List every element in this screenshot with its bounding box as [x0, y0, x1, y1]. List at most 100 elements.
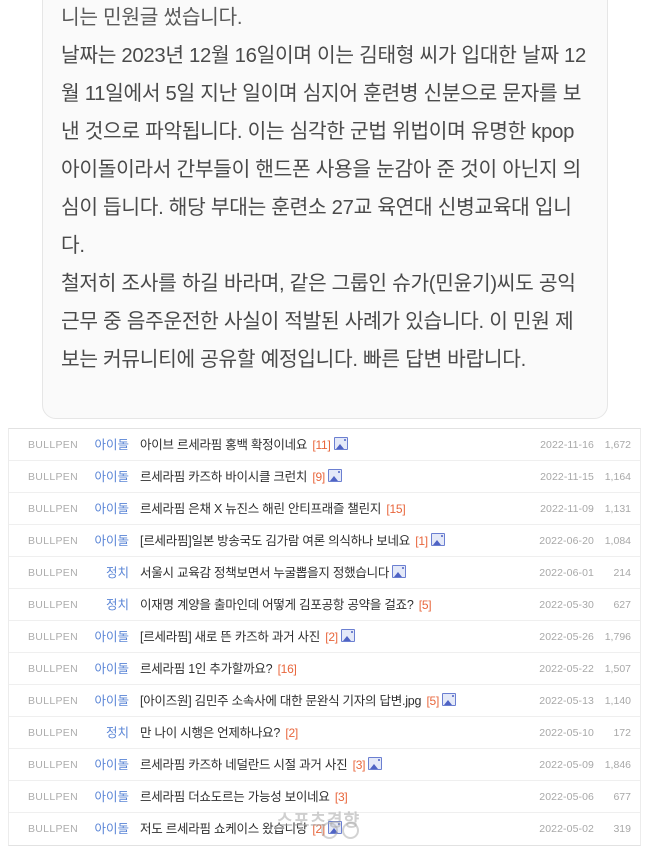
post-board-name: BULLPEN: [28, 566, 78, 579]
post-title-link[interactable]: 르세라핌 은채 X 뉴진스 해린 안티프래즐 챌린지 [15]: [129, 501, 528, 517]
post-comment-count: [2]: [285, 725, 298, 740]
post-comment-count: [1]: [415, 533, 428, 548]
post-view-count: 1,164: [604, 470, 631, 483]
post-date: 2022-05-09: [539, 758, 594, 771]
post-view-count: 1,140: [604, 694, 631, 707]
post-comment-count: [2]: [325, 629, 338, 644]
table-row[interactable]: BULLPEN 아이돌 [아이즈원] 김민주 소속사에 대한 문완식 기자의 답변.…: [9, 685, 640, 717]
table-row[interactable]: BULLPEN 아이돌 아이브 르세라핌 홍백 확정이네요 [11] 2022-11-…: [9, 429, 640, 461]
post-title-text: 저도 르세라핌 쇼케이스 왔습니당: [140, 822, 308, 836]
image-attachment-icon: [430, 532, 445, 546]
post-title-link[interactable]: [르세라핌] 새로 뜬 카즈하 과거 사진 [2]: [129, 628, 528, 645]
complaint-clipped-line: 니는 민원글 썼습니다.: [61, 7, 243, 29]
post-date: 2022-05-30: [539, 598, 594, 611]
post-title-link[interactable]: [르세라핌]일본 방송국도 김가람 여론 의식하나 보네요 [1]: [129, 532, 528, 549]
post-board-name: BULLPEN: [28, 726, 78, 739]
post-board-name: BULLPEN: [28, 758, 78, 771]
complaint-paragraph-1: 날짜는 2023년 12월 16일이며 이는 김태형 씨가 입대한 날짜 12월…: [61, 45, 586, 257]
post-title-link[interactable]: 서울시 교육감 정책보면서 누굴뽑을지 정했습니다: [129, 564, 528, 581]
post-category-link[interactable]: 아이돌: [94, 694, 129, 708]
image-attachment-icon: [442, 692, 457, 706]
table-row[interactable]: BULLPEN 아이돌 [르세라핌]일본 방송국도 김가람 여론 의식하나 보네요 …: [9, 525, 640, 557]
table-row[interactable]: BULLPEN 정치 만 나이 시행은 언제하나요? [2] 2022-05-10 17…: [9, 717, 640, 749]
post-date: 2022-05-02: [539, 823, 594, 835]
post-date: 2022-05-06: [539, 790, 594, 803]
post-title-text: 르세라핌 카즈하 바이시클 크런치: [140, 469, 308, 484]
post-date: 2022-06-20: [539, 534, 594, 547]
post-date: 2022-05-10: [539, 726, 594, 739]
post-view-count: 319: [613, 823, 631, 835]
post-category-link[interactable]: 아이돌: [94, 630, 129, 644]
post-view-count: 1,796: [604, 630, 631, 643]
post-title-text: 이재명 계양을 출마인데 어떻게 김포공항 공약을 걸죠?: [140, 597, 414, 612]
post-board-name: BULLPEN: [28, 438, 78, 451]
post-comment-count: [11]: [312, 437, 331, 452]
post-view-count: 214: [613, 566, 631, 579]
post-title-link[interactable]: 르세라핌 카즈하 바이시클 크런치 [9]: [129, 468, 528, 485]
post-date: 2022-06-01: [539, 566, 594, 579]
post-date: 2022-05-22: [539, 662, 594, 675]
post-comment-count: [15]: [386, 501, 406, 516]
post-view-count: 1,084: [604, 534, 631, 547]
post-category-link[interactable]: 아이돌: [94, 662, 129, 676]
table-row[interactable]: BULLPEN 아이돌 르세라핌 더쇼도르는 가능성 보이네요 [3] 2022-05…: [9, 781, 640, 813]
post-category-link[interactable]: 아이돌: [94, 822, 129, 836]
post-comment-count: [3]: [334, 789, 348, 804]
post-title-link[interactable]: 이재명 계양을 출마인데 어떻게 김포공항 공약을 걸죠? [5]: [129, 597, 528, 613]
table-row[interactable]: BULLPEN 아이돌 르세라핌 은채 X 뉴진스 해린 안티프래즐 챌린지 [15…: [9, 493, 640, 525]
post-date: 2022-05-13: [539, 694, 594, 707]
post-date: 2022-05-26: [539, 630, 594, 643]
image-attachment-icon: [368, 756, 383, 770]
post-board-name: BULLPEN: [28, 790, 78, 803]
post-comment-count: [9]: [312, 469, 325, 484]
post-title-link[interactable]: 르세라핌 더쇼도르는 가능성 보이네요 [3]: [129, 789, 528, 805]
post-title-link[interactable]: 저도 르세라핌 쇼케이스 왔습니당 [2]: [129, 821, 528, 837]
post-comment-count: [3]: [352, 757, 366, 772]
post-category-link[interactable]: 아이돌: [94, 790, 129, 804]
post-title-text: 만 나이 시행은 언제하나요?: [140, 725, 281, 740]
image-attachment-icon: [333, 436, 348, 450]
post-date: 2022-11-16: [540, 438, 594, 451]
board-post-list: BULLPEN 아이돌 아이브 르세라핌 홍백 확정이네요 [11] 2022-11-…: [8, 428, 641, 846]
post-board-name: BULLPEN: [28, 662, 78, 675]
post-title-text: 아이브 르세라핌 홍백 확정이네요: [140, 437, 308, 452]
table-row[interactable]: BULLPEN 정치 서울시 교육감 정책보면서 누굴뽑을지 정했습니다 2022-0…: [9, 557, 640, 589]
post-board-name: BULLPEN: [28, 502, 78, 515]
post-category-link[interactable]: 정치: [105, 598, 129, 612]
post-category-link[interactable]: 정치: [105, 726, 129, 740]
table-row[interactable]: BULLPEN 정치 이재명 계양을 출마인데 어떻게 김포공항 공약을 걸죠? […: [9, 589, 640, 621]
post-title-link[interactable]: 아이브 르세라핌 홍백 확정이네요 [11]: [129, 436, 528, 453]
post-title-text: [르세라핌] 새로 뜬 카즈하 과거 사진: [140, 629, 321, 644]
post-category-link[interactable]: 아이돌: [94, 502, 129, 516]
post-view-count: 1,846: [604, 758, 631, 771]
post-comment-count: [16]: [277, 661, 297, 676]
post-title-text: 서울시 교육감 정책보면서 누굴뽑을지 정했습니다: [140, 565, 390, 580]
post-comment-count: [5]: [418, 597, 432, 612]
table-row[interactable]: BULLPEN 아이돌 르세라핌 카즈하 바이시클 크런치 [9] 2022-11-1…: [9, 461, 640, 493]
post-category-link[interactable]: 아이돌: [94, 438, 129, 452]
post-board-name: BULLPEN: [28, 630, 78, 643]
table-row[interactable]: BULLPEN 아이돌 저도 르세라핌 쇼케이스 왔습니당 [2] 2022-05-0…: [9, 813, 640, 845]
post-view-count: 1,507: [604, 662, 631, 675]
complaint-text-card: 니는 민원글 썼습니다. 날짜는 2023년 12월 16일이며 이는 김태형 …: [42, 0, 608, 419]
post-title-text: 르세라핌 카즈하 네덜란드 시절 과거 사진: [140, 757, 348, 772]
post-board-name: BULLPEN: [28, 534, 78, 547]
post-title-link[interactable]: 르세라핌 1인 추가할까요? [16]: [129, 661, 528, 677]
post-view-count: 677: [613, 790, 631, 803]
post-title-link[interactable]: 르세라핌 카즈하 네덜란드 시절 과거 사진 [3]: [129, 756, 528, 773]
table-row[interactable]: BULLPEN 아이돌 르세라핌 카즈하 네덜란드 시절 과거 사진 [3] 2022…: [9, 749, 640, 781]
post-title-link[interactable]: [아이즈원] 김민주 소속사에 대한 문완식 기자의 답변.jpg [5]: [129, 692, 528, 709]
table-row[interactable]: BULLPEN 아이돌 [르세라핌] 새로 뜬 카즈하 과거 사진 [2] 2022-…: [9, 621, 640, 653]
post-category-link[interactable]: 아이돌: [94, 534, 129, 548]
post-date: 2022-11-15: [540, 470, 594, 483]
post-board-name: BULLPEN: [28, 470, 78, 483]
post-category-link[interactable]: 정치: [105, 566, 129, 580]
post-title-text: 르세라핌 은채 X 뉴진스 해린 안티프래즐 챌린지: [140, 501, 382, 516]
post-title-text: 르세라핌 1인 추가할까요?: [140, 661, 273, 676]
table-row[interactable]: BULLPEN 아이돌 르세라핌 1인 추가할까요? [16] 2022-05-22 1…: [9, 653, 640, 685]
post-view-count: 1,672: [604, 438, 631, 451]
post-title-link[interactable]: 만 나이 시행은 언제하나요? [2]: [129, 725, 528, 741]
post-board-name: BULLPEN: [28, 694, 78, 707]
post-category-link[interactable]: 아이돌: [94, 758, 129, 772]
post-category-link[interactable]: 아이돌: [94, 470, 129, 484]
